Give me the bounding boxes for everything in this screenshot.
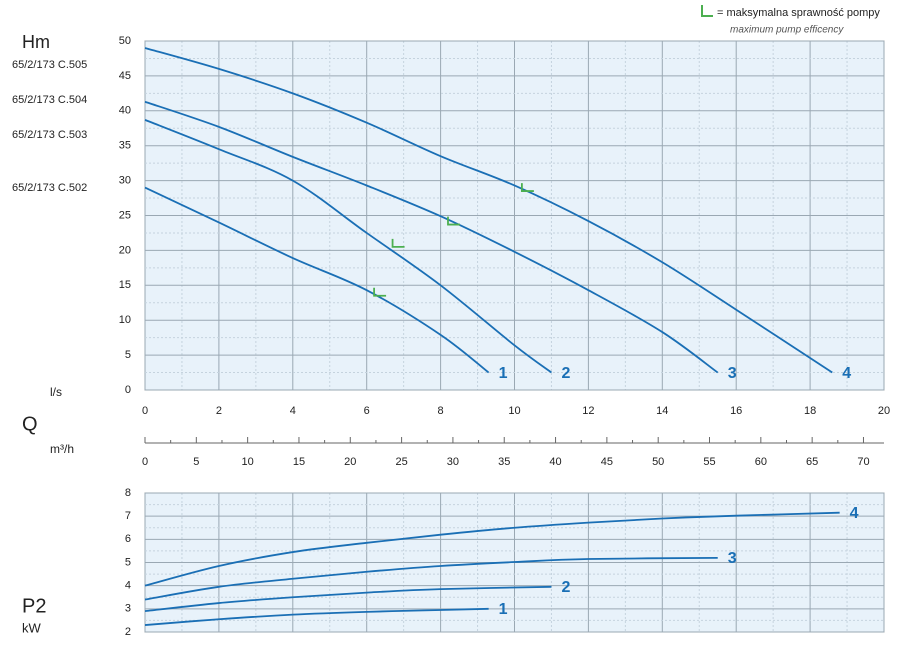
y-tick-label: 30: [119, 175, 131, 187]
x2-tick-label: 70: [857, 456, 869, 468]
y-tick-label: 8: [125, 487, 131, 499]
x2-tick-label: 15: [293, 456, 305, 468]
y-tick-label: 5: [125, 349, 131, 361]
y-tick-label: 35: [119, 140, 131, 152]
x2-tick-label: 0: [142, 456, 148, 468]
curve-label: 2: [561, 365, 570, 382]
y-axis-label: P2: [22, 595, 46, 617]
x2-tick-label: 10: [242, 456, 254, 468]
curve: [144, 47, 833, 374]
efficiency-marker: [520, 183, 534, 192]
x-tick-label: 16: [730, 405, 742, 417]
curve-label: 2: [561, 579, 570, 596]
x2-tick-label: 50: [652, 456, 664, 468]
curve: [144, 556, 718, 601]
y-axis-unit: kW: [22, 620, 42, 635]
x-tick-label: 2: [216, 405, 222, 417]
x-tick-label: 8: [438, 405, 444, 417]
x2-tick-label: 60: [755, 456, 767, 468]
x2-axis-label: Q: [22, 413, 38, 435]
x-tick-label: 0: [142, 405, 148, 417]
y-tick-label: 3: [125, 603, 131, 615]
curve: [144, 119, 552, 374]
x2-tick-label: 5: [193, 456, 199, 468]
x2-axis-unit: m³/h: [50, 442, 74, 456]
x-tick-label: 10: [508, 405, 520, 417]
y-tick-label: 6: [125, 533, 131, 545]
x-tick-label: 18: [804, 405, 816, 417]
x-tick-label: 20: [878, 405, 890, 417]
efficiency-marker: [373, 287, 387, 297]
y-tick-label: 2: [125, 626, 131, 638]
curve-label: 4: [850, 505, 859, 522]
x-tick-label: 4: [290, 405, 296, 417]
curve-label: 3: [728, 550, 737, 567]
model-label: 65/2/173 C.504: [12, 94, 87, 106]
x-axis-label: l/s: [50, 385, 62, 399]
x2-tick-label: 30: [447, 456, 459, 468]
curve: [144, 585, 552, 613]
curve: [144, 511, 840, 587]
x2-tick-label: 55: [703, 456, 715, 468]
model-label: 65/2/173 C.503: [12, 129, 87, 141]
legend-text: = maksymalna sprawność pompy: [717, 7, 880, 19]
curve-label: 1: [499, 601, 508, 618]
curve-label: 4: [842, 365, 851, 382]
efficiency-marker: [391, 238, 405, 248]
y-tick-label: 5: [125, 556, 131, 568]
curve-label: 1: [499, 365, 508, 382]
y-tick-label: 0: [125, 384, 131, 396]
x2-tick-label: 40: [549, 456, 561, 468]
curve-label: 3: [728, 365, 737, 382]
y-tick-label: 7: [125, 510, 131, 522]
model-label: 65/2/173 C.505: [12, 59, 87, 71]
y-tick-label: 40: [119, 105, 131, 117]
y-tick-label: 10: [119, 314, 131, 326]
y-tick-label: 50: [119, 35, 131, 47]
y-tick-label: 25: [119, 209, 131, 221]
x-tick-label: 6: [364, 405, 370, 417]
legend-subtext: maximum pump efficency: [730, 25, 844, 36]
y-axis-label: Hm: [22, 32, 50, 52]
y-tick-label: 20: [119, 244, 131, 256]
legend-marker: [701, 5, 713, 17]
x2-tick-label: 35: [498, 456, 510, 468]
x2-tick-label: 20: [344, 456, 356, 468]
y-tick-label: 15: [119, 279, 131, 291]
y-tick-label: 4: [125, 580, 131, 592]
curve: [144, 607, 489, 626]
y-tick-label: 45: [119, 70, 131, 82]
x-tick-label: 14: [656, 405, 668, 417]
x2-tick-label: 25: [395, 456, 407, 468]
x-tick-label: 12: [582, 405, 594, 417]
x2-tick-label: 45: [601, 456, 613, 468]
model-label: 65/2/173 C.502: [12, 182, 87, 194]
curve: [144, 186, 490, 374]
x2-tick-label: 65: [806, 456, 818, 468]
efficiency-marker: [447, 216, 460, 226]
curve: [144, 100, 719, 374]
